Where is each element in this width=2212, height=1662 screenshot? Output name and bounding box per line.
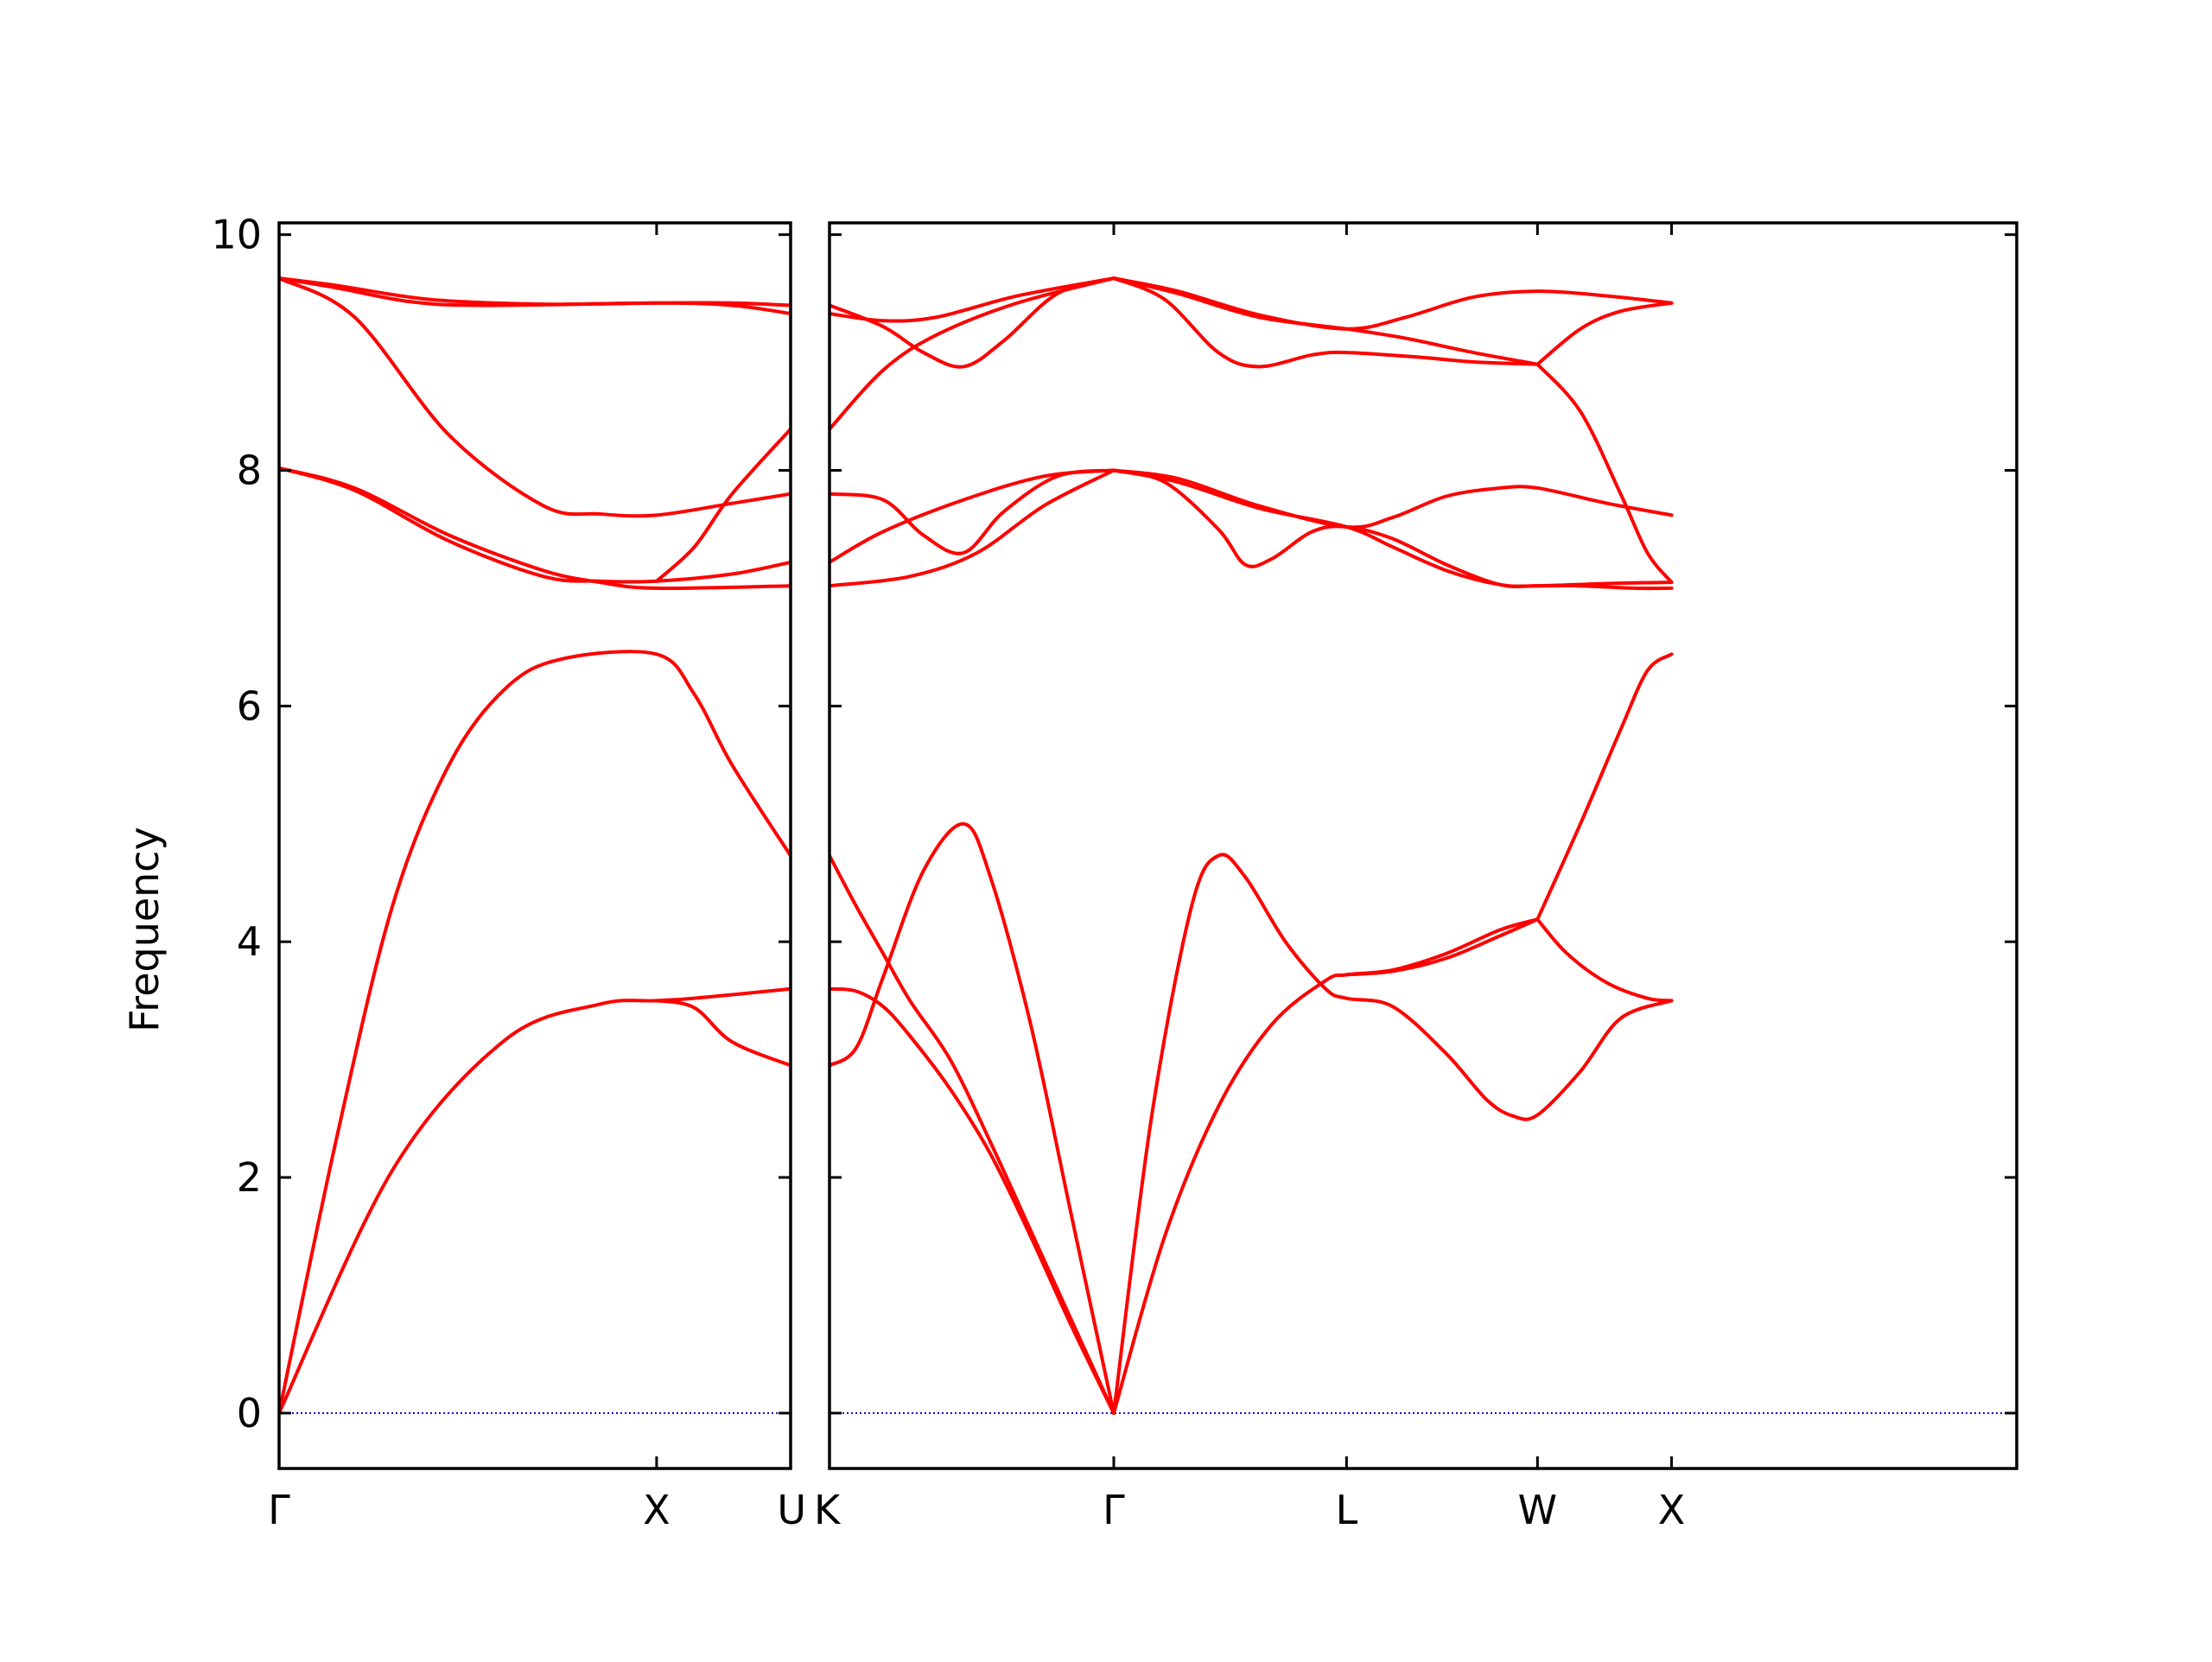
band-line-k-gamma-l-w-x-0 <box>830 986 1116 1415</box>
x-tick-label-gamma-x-u-1: X <box>643 1487 671 1533</box>
band-line-k-gamma-l-w-x-19 <box>1111 276 1674 331</box>
band-line-gamma-x-u-5 <box>654 427 791 583</box>
y-tick-label-2: 2 <box>237 1154 262 1201</box>
band-line-k-gamma-l-w-x-8 <box>830 468 1116 588</box>
band-line-k-gamma-l-w-x-6 <box>1535 917 1674 1003</box>
band-line-k-gamma-l-w-x-7 <box>1535 652 1674 922</box>
band-line-gamma-x-u-2 <box>654 999 791 1068</box>
band-line-k-gamma-l-w-x-4 <box>1111 853 1674 1415</box>
band-line-gamma-x-u-3 <box>279 466 791 591</box>
x-tick-label-k-gamma-l-w-x-0: K <box>814 1487 842 1533</box>
y-tick-label-4: 4 <box>237 918 262 965</box>
band-line-k-gamma-l-w-x-13 <box>1111 468 1674 530</box>
plot-frame-gamma-x-u <box>277 221 792 1470</box>
plot-frame-k-gamma-l-w-x <box>828 221 2018 1470</box>
x-tick-label-k-gamma-l-w-x-3: W <box>1518 1487 1557 1533</box>
y-axis-label: Frequency <box>121 827 168 1032</box>
band-line-k-gamma-l-w-x-5 <box>1344 917 1540 977</box>
band-line-gamma-x-u-6 <box>279 276 791 518</box>
band-line-k-gamma-l-w-x-21 <box>1535 362 1674 585</box>
band-line-k-gamma-l-w-x-15 <box>830 276 1116 323</box>
band-line-k-gamma-l-w-x-17 <box>1111 276 1540 369</box>
x-tick-label-gamma-x-u-2: U <box>777 1487 806 1533</box>
x-tick-label-k-gamma-l-w-x-4: X <box>1658 1487 1686 1533</box>
band-line-k-gamma-l-w-x-1 <box>830 853 1116 1415</box>
x-tick-label-k-gamma-l-w-x-2: L <box>1336 1487 1358 1533</box>
band-line-k-gamma-l-w-x-10 <box>830 468 1116 555</box>
band-line-gamma-x-u-1 <box>279 650 791 1415</box>
band-line-k-gamma-l-w-x-2 <box>830 821 1116 1415</box>
band-line-gamma-x-u-4 <box>279 466 791 584</box>
y-tick-label-6: 6 <box>237 682 262 729</box>
y-tick-label-0: 0 <box>237 1390 262 1437</box>
x-tick-label-k-gamma-l-w-x-1: Γ <box>1103 1487 1125 1533</box>
band-line-k-gamma-l-w-x-12 <box>1111 468 1674 588</box>
y-tick-label-8: 8 <box>237 447 262 493</box>
y-tick-label-10: 10 <box>211 212 262 258</box>
band-line-gamma-x-u-0 <box>279 986 791 1415</box>
bands-k-gamma-l-w-x <box>830 276 1674 1415</box>
bands-gamma-x-u <box>279 276 791 1415</box>
band-line-gamma-x-u-8 <box>279 276 791 308</box>
band-line-k-gamma-l-w-x-14 <box>830 276 1116 431</box>
x-tick-label-gamma-x-u-0: Γ <box>268 1487 290 1533</box>
band-line-k-gamma-l-w-x-16 <box>830 276 1116 369</box>
band-line-gamma-x-u-7 <box>279 276 791 316</box>
band-line-k-gamma-l-w-x-3 <box>1111 917 1540 1415</box>
band-line-k-gamma-l-w-x-20 <box>1535 301 1674 366</box>
